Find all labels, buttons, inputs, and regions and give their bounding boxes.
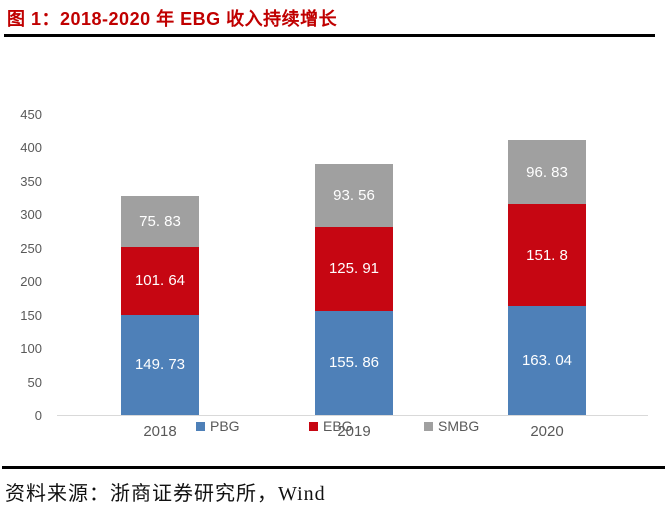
figure-title: 图 1：2018-2020 年 EBG 收入持续增长: [7, 9, 338, 29]
bar-segment-pbg: 155. 86: [315, 310, 393, 415]
bar-value-label: 125. 91: [328, 260, 380, 278]
bar-segment-ebg: 101. 64: [121, 246, 199, 315]
bar-value-label: 163. 04: [521, 351, 573, 369]
y-tick-label: 0: [34, 408, 42, 423]
bar-value-label: 96. 83: [526, 163, 568, 181]
title-divider: [4, 34, 655, 37]
x-axis-label: 2020: [530, 423, 564, 440]
bar-value-label: 93. 56: [333, 186, 375, 204]
bar-2018: 75. 83 101. 64 149. 73: [121, 196, 199, 415]
y-tick-label: 350: [20, 173, 42, 189]
y-tick-label: 150: [20, 307, 42, 323]
x-axis-label: 2018: [143, 423, 177, 440]
bar-segment-smbg: 93. 56: [315, 163, 393, 227]
source-note: 资料来源：浙商证券研究所，Wind: [5, 483, 326, 505]
legend-item-smbg: SMBG: [424, 417, 479, 435]
footer-divider: [2, 466, 665, 469]
legend-swatch: [424, 421, 433, 431]
legend-swatch: [309, 421, 318, 431]
bar-segment-ebg: 151. 8: [508, 204, 586, 306]
bar-segment-pbg: 163. 04: [508, 305, 586, 415]
legend-item-ebg: EBG: [309, 417, 353, 435]
y-tick-label: 300: [20, 207, 42, 223]
legend-label: PBG: [210, 418, 240, 434]
bar-value-label: 149. 73: [134, 356, 186, 374]
bar-value-label: 75. 83: [139, 212, 181, 230]
bar-value-label: 155. 86: [328, 354, 380, 372]
y-tick-label: 250: [20, 240, 42, 256]
bar-2019: 93. 56 125. 91 155. 86: [315, 163, 393, 415]
bar-segment-ebg: 125. 91: [315, 226, 393, 311]
bar-2020: 96. 83 151. 8 163. 04: [508, 139, 586, 415]
legend-item-pbg: PBG: [196, 417, 240, 435]
y-tick-label: 50: [27, 374, 42, 390]
x-axis-line: [57, 415, 648, 416]
y-tick-label: 100: [20, 341, 42, 357]
legend-swatch: [196, 421, 205, 431]
bar-segment-smbg: 96. 83: [508, 139, 586, 205]
bar-segment-pbg: 149. 73: [121, 314, 199, 415]
legend-label: EBG: [323, 418, 353, 434]
y-tick-label: 450: [20, 107, 42, 122]
stacked-bar-chart: 0 50 100 150 200 250 300 350 400 450 75. 83 101. 64…: [0, 40, 672, 440]
y-tick-label: 200: [20, 274, 42, 290]
bar-value-label: 101. 64: [134, 272, 186, 290]
x-axis-label: 2019: [337, 423, 371, 440]
bar-segment-smbg: 75. 83: [121, 196, 199, 247]
bar-value-label: 151. 8: [526, 246, 568, 264]
legend-label: SMBG: [438, 418, 480, 434]
y-tick-label: 400: [20, 140, 42, 156]
chart-legend: PBG EBG SMBG: [0, 417, 672, 435]
